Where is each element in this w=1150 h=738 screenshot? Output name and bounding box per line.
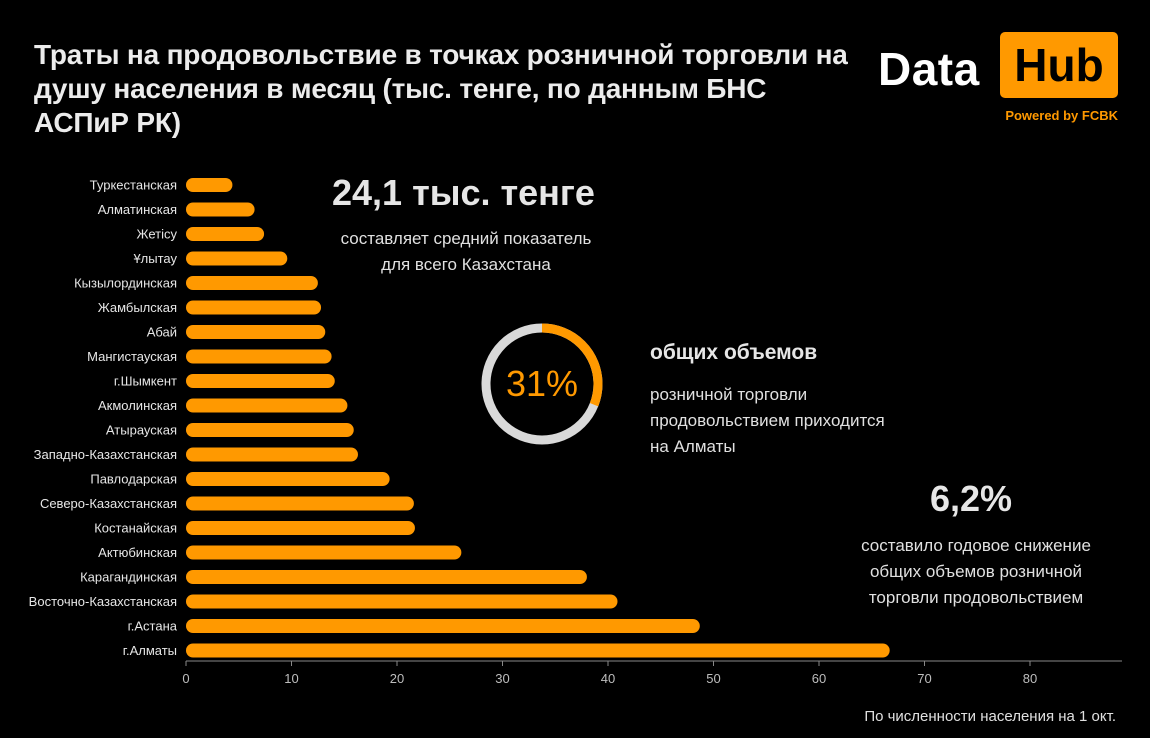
category-label: Восточно-Казахстанская: [29, 594, 177, 609]
category-label: Жамбылская: [98, 300, 177, 315]
bar-13: [186, 472, 390, 486]
x-tick-label: 20: [390, 671, 404, 686]
bar-8: [186, 349, 332, 364]
chart-title: Траты на продовольствие в точках розничн…: [34, 39, 848, 138]
logo-powered-by: Powered by FCBK: [1005, 108, 1118, 123]
bar-9: [186, 374, 335, 388]
bar-6: [186, 300, 322, 315]
category-label: Акмолинская: [98, 398, 177, 413]
bar-17: [186, 570, 587, 584]
category-label: Алматинская: [98, 202, 177, 217]
bar-10: [186, 398, 348, 413]
bar-2: [186, 202, 255, 217]
category-label: Кызылординская: [74, 276, 177, 291]
x-tick-label: 30: [495, 671, 509, 686]
category-label: Актюбинская: [98, 545, 177, 560]
bar-1: [186, 178, 233, 192]
category-label: Туркестанская: [90, 178, 177, 193]
category-label: Павлодарская: [90, 472, 177, 487]
x-tick-label: 60: [812, 671, 826, 686]
x-tick-label: 10: [284, 671, 298, 686]
category-label: г.Астана: [128, 619, 178, 634]
x-tick-label: 50: [706, 671, 720, 686]
x-tick-label: 70: [917, 671, 931, 686]
bar-15: [186, 521, 415, 535]
kpi-share-title: общих объемов: [650, 341, 818, 364]
bar-4: [186, 251, 288, 266]
x-tick-label: 40: [601, 671, 615, 686]
category-label: Абай: [147, 325, 177, 340]
kpi-average-text: составляет средний показатель для всего …: [340, 229, 592, 274]
kpi-decline-value: 6,2%: [930, 478, 1013, 519]
bar-14: [186, 496, 414, 511]
kpi-share-text: розничной торговли продовольствием прихо…: [650, 385, 885, 456]
datahub-logo: Data Hub Powered by FCBK: [878, 32, 1118, 124]
footnote: По численности населения на 1 окт.: [864, 708, 1116, 725]
bar-11: [186, 423, 354, 437]
logo-word-data: Data: [878, 43, 980, 95]
category-label: Северо-Казахстанская: [40, 496, 177, 511]
x-tick-label: 80: [1023, 671, 1037, 686]
bar-5: [186, 276, 318, 290]
bar-3: [186, 227, 265, 241]
almaty-share-ring: [481, 323, 603, 445]
category-label: Атырауская: [106, 423, 177, 438]
almaty-share-percent: 31%: [505, 363, 579, 404]
category-label: Мангистауская: [87, 349, 177, 364]
bar-18: [186, 594, 618, 609]
x-tick-label: 0: [182, 671, 189, 686]
bar-7: [186, 325, 326, 339]
bar-12: [186, 447, 358, 462]
bar-16: [186, 545, 462, 560]
kpi-decline-text: составило годовое снижение общих объемов…: [861, 536, 1091, 607]
category-label: г.Алматы: [123, 643, 177, 658]
category-label: г.Шымкент: [114, 374, 177, 389]
category-label: Ұлытау: [133, 251, 177, 266]
bar-19: [186, 619, 700, 633]
category-label: Жетісу: [137, 227, 178, 242]
category-label: Западно-Казахстанская: [34, 447, 177, 462]
category-label: Карагандинская: [80, 570, 177, 585]
ring-fill: [481, 323, 603, 445]
category-label: Костанайская: [94, 521, 177, 536]
logo-word-hub: Hub: [1000, 32, 1118, 98]
bar-20: [186, 643, 890, 658]
kpi-average-value: 24,1 тыс. тенге: [332, 172, 595, 213]
